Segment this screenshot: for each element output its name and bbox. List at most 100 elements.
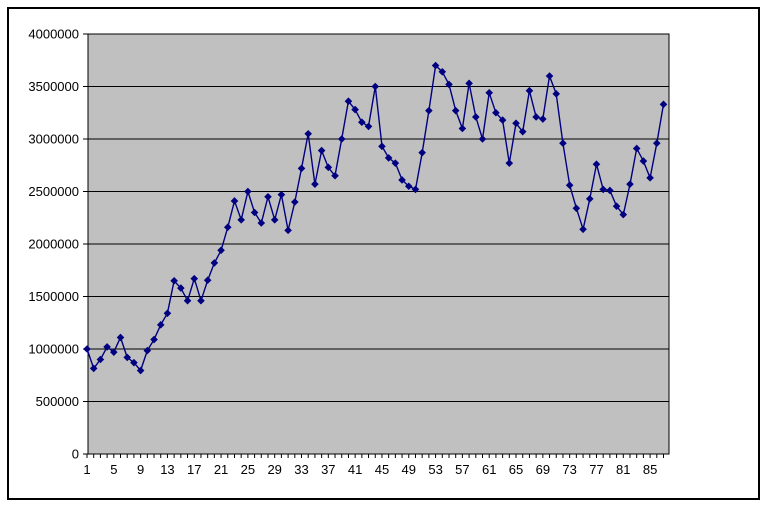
x-axis-label: 65 [509,462,523,477]
x-axis-label: 73 [562,462,576,477]
data-point-marker [411,185,420,194]
data-point-marker [478,135,487,143]
data-point-marker [525,86,534,95]
data-point-marker [639,157,648,165]
data-point-marker [331,171,339,180]
data-point-marker [378,142,386,151]
data-point-marker [505,159,514,167]
x-axis-label: 37 [321,462,335,477]
x-axis-label: 21 [214,462,228,477]
data-point-marker [89,364,98,373]
y-axis-label: 1500000 [28,289,79,304]
data-point-marker [317,146,326,155]
data-point-marker [257,219,266,227]
data-point-marker [492,108,500,117]
x-axis-label: 45 [375,462,389,477]
data-point-marker [565,181,574,189]
y-axis-label: 1000000 [28,342,79,357]
data-point-marker [498,116,507,124]
x-axis-label: 57 [455,462,469,477]
y-axis-label: 4000000 [28,27,79,42]
data-point-marker [277,190,286,199]
y-axis-label: 2500000 [28,184,79,199]
x-axis-label: 41 [348,462,362,477]
data-point-marker [344,97,353,105]
x-axis-label: 29 [267,462,281,477]
data-point-marker [559,139,567,147]
data-point-marker [364,122,373,131]
data-point-marker [384,154,393,162]
data-point-marker [110,348,118,356]
data-point-marker [552,90,561,98]
data-point-marker [458,124,467,133]
data-point-marker [532,113,540,121]
data-point-marker [130,358,138,367]
data-point-marker [545,72,554,80]
y-axis-label: 500000 [36,394,79,409]
data-point-marker [83,345,91,353]
x-axis-label: 69 [536,462,550,477]
data-point-marker [599,185,607,194]
data-point-marker [391,159,400,167]
data-point-marker [123,353,132,362]
data-point-marker [418,148,426,157]
y-axis-label: 3500000 [28,79,79,94]
data-point-marker [244,187,252,196]
x-axis-label: 17 [187,462,201,477]
y-axis-label: 0 [72,447,79,462]
x-axis-label: 9 [137,462,144,477]
data-point-marker [465,79,473,88]
data-point-marker [197,296,205,305]
x-axis-label: 77 [589,462,603,477]
data-point-marker [351,105,359,114]
data-point-marker [632,144,641,153]
data-point-marker [612,202,621,210]
data-point-marker [324,163,333,172]
data-point-marker [230,197,239,205]
data-point-marker [116,333,125,342]
data-point-marker [223,223,232,231]
data-point-marker [431,61,440,70]
data-point-marker [619,210,628,219]
data-point-marker [579,225,587,234]
data-point-marker [170,276,178,285]
data-point-marker [156,321,165,329]
x-axis-label: 49 [402,462,416,477]
x-axis-label: 81 [616,462,630,477]
data-point-marker [177,284,185,292]
data-point-marker [103,343,111,351]
data-point-marker [659,100,668,109]
data-point-marker [237,216,245,224]
x-axis-label: 1 [83,462,90,477]
data-point-marker [143,346,152,355]
data-point-marker [518,127,527,136]
data-point-marker [270,216,279,224]
data-point-marker [646,174,654,182]
data-point-marker [451,106,460,115]
data-point-marker [652,139,661,147]
x-axis-label: 85 [643,462,657,477]
data-point-marker [163,309,172,318]
data-point-marker [297,164,306,173]
data-point-marker [190,274,199,283]
data-point-marker [398,176,406,184]
data-point-marker [404,182,413,191]
data-point-marker [592,160,601,168]
data-point-marker [512,119,520,128]
data-point-marker [136,366,145,375]
data-point-marker [626,180,634,188]
data-point-marker [284,226,292,235]
data-point-marker [96,355,105,364]
data-point-marker [585,195,594,203]
data-point-marker [150,335,158,344]
data-point-marker [371,82,380,91]
x-axis-label: 25 [241,462,255,477]
data-point-marker [311,180,319,188]
data-point-marker [210,259,219,267]
data-point-marker [539,115,547,123]
data-point-marker [572,204,581,213]
data-point-marker [358,118,366,126]
data-point-marker [291,198,299,206]
data-point-marker [445,80,453,89]
